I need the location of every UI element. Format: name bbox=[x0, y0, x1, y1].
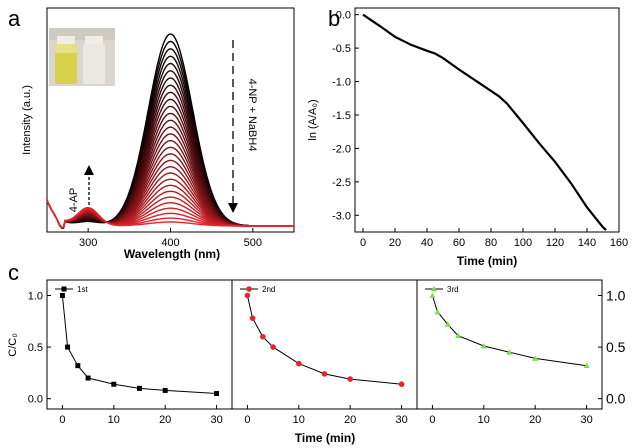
panel-c-ylabel: C/C₀ bbox=[7, 333, 19, 357]
x-tick-label: 160 bbox=[610, 237, 628, 249]
series-line-1st bbox=[61, 295, 217, 394]
data-point bbox=[85, 375, 91, 381]
data-point bbox=[111, 381, 117, 387]
data-point bbox=[59, 292, 65, 298]
series-line-3rd bbox=[431, 295, 587, 367]
vials-photo-inset bbox=[49, 28, 115, 86]
data-point bbox=[270, 344, 276, 350]
data-point bbox=[506, 349, 513, 355]
panel-b-xlabel: Time (min) bbox=[457, 254, 517, 268]
panel-c-cycles-chart: 1st 0 10 20 30 2nd 0 10 20 30 3rd 0 10 20 30 0.0 0.5 1.0 0… bbox=[7, 279, 626, 445]
spectrum-curve bbox=[46, 199, 294, 229]
x-tick-label: 0 bbox=[244, 414, 250, 426]
x-tick-label: 30 bbox=[395, 414, 407, 426]
panel-b-ticks: 0 20 40 60 80 100 120 140 160 0.0 -0.5 -1.0 -1.5 -2.0… bbox=[332, 10, 628, 249]
x-tick-label: 10 bbox=[478, 414, 490, 426]
legend-label: 3rd bbox=[447, 285, 459, 294]
data-point bbox=[296, 360, 302, 367]
annotation-4np-nabh4: 4-NP + NaBH4 bbox=[246, 79, 258, 152]
data-point bbox=[398, 381, 405, 388]
series-line-2nd bbox=[246, 295, 402, 385]
y-tick-label: -2.5 bbox=[332, 177, 351, 189]
x-tick-label: 400 bbox=[161, 237, 179, 249]
panel-a-spectra-chart: 300 400 500 Wavelength (nm) Intensity (a.u… bbox=[21, 7, 295, 261]
panel-a-ticks: 300 400 500 bbox=[79, 228, 262, 249]
data-point bbox=[347, 376, 353, 382]
panel-a-ylabel: Intensity (a.u.) bbox=[21, 85, 33, 155]
panel-label-a: a bbox=[8, 6, 21, 31]
data-point bbox=[455, 332, 462, 339]
legend-marker bbox=[246, 286, 252, 292]
data-point bbox=[214, 391, 220, 397]
y-tick-label: -2.0 bbox=[332, 143, 351, 155]
x-tick-label: 300 bbox=[79, 237, 97, 249]
x-tick-label: 500 bbox=[244, 237, 262, 249]
data-point bbox=[429, 292, 436, 298]
x-tick-label: 0 bbox=[59, 414, 65, 426]
x-tick-label: 0 bbox=[360, 237, 366, 249]
panel-c-xlabel: Time (min) bbox=[295, 431, 355, 445]
data-point bbox=[244, 292, 251, 299]
x-tick-label: 30 bbox=[210, 414, 222, 426]
panel-b-frame bbox=[354, 7, 620, 233]
x-tick-label: 100 bbox=[514, 237, 532, 249]
data-point bbox=[162, 387, 168, 393]
panel-a-xlabel: Wavelength (nm) bbox=[124, 247, 220, 261]
legend-marker bbox=[61, 286, 67, 292]
x-tick-label: 140 bbox=[578, 237, 596, 249]
data-point bbox=[260, 333, 266, 340]
x-tick-label: 40 bbox=[421, 237, 433, 249]
data-point bbox=[434, 308, 441, 315]
y-tick-label: 0.0 bbox=[28, 394, 43, 406]
data-point bbox=[444, 321, 451, 327]
y-tick-label-right: 1.0 bbox=[606, 287, 626, 303]
y-tick-label: -0.5 bbox=[332, 43, 351, 55]
x-tick-label: 120 bbox=[546, 237, 564, 249]
panel-label-c: c bbox=[8, 260, 19, 285]
y-tick-label-right: 0.5 bbox=[606, 339, 626, 355]
panel-b-ylabel: ln (A/A₀) bbox=[307, 99, 319, 140]
x-tick-label: 20 bbox=[529, 414, 541, 426]
legend-label: 2nd bbox=[262, 285, 275, 294]
data-point bbox=[249, 315, 256, 321]
annotation-4ap: 4-AP bbox=[68, 188, 80, 212]
legend-marker bbox=[431, 285, 437, 292]
y-tick-label-right: 0.0 bbox=[606, 391, 626, 407]
panel-c-content: 1st 0 10 20 30 2nd 0 10 20 30 3rd 0 10 20 30 0.0 0.5 1.0 0… bbox=[28, 285, 626, 426]
x-tick-label: 80 bbox=[485, 237, 497, 249]
data-point bbox=[321, 371, 328, 377]
data-point bbox=[583, 362, 590, 369]
data-point bbox=[75, 363, 81, 369]
panel-c-frame bbox=[46, 279, 603, 410]
x-tick-label: 20 bbox=[344, 414, 356, 426]
x-tick-label: 30 bbox=[580, 414, 592, 426]
data-point bbox=[532, 355, 539, 361]
data-point bbox=[480, 342, 487, 349]
data-point bbox=[65, 344, 71, 350]
x-tick-label: 0 bbox=[429, 414, 435, 426]
y-tick-label: -3.0 bbox=[332, 210, 351, 222]
x-tick-label: 10 bbox=[108, 414, 120, 426]
x-tick-label: 20 bbox=[389, 237, 401, 249]
y-tick-label: 0.5 bbox=[28, 342, 43, 354]
y-tick-label: 1.0 bbox=[28, 290, 43, 302]
x-tick-label: 10 bbox=[293, 414, 305, 426]
y-tick-label: -1.0 bbox=[332, 77, 351, 89]
x-tick-label: 20 bbox=[159, 414, 171, 426]
legend-label: 1st bbox=[77, 285, 88, 294]
panel-a-curves bbox=[46, 33, 294, 229]
panel-b-series-line bbox=[362, 13, 607, 231]
x-tick-label: 60 bbox=[453, 237, 465, 249]
data-point bbox=[137, 385, 142, 391]
y-tick-label: 0.0 bbox=[336, 10, 351, 22]
panel-b-ln-chart: 0 20 40 60 80 100 120 140 160 0.0 -0.5 -1.0 -1.5 -2.0… bbox=[307, 7, 628, 268]
panel-label-b: b bbox=[328, 6, 340, 31]
y-tick-label: -1.5 bbox=[332, 110, 351, 122]
